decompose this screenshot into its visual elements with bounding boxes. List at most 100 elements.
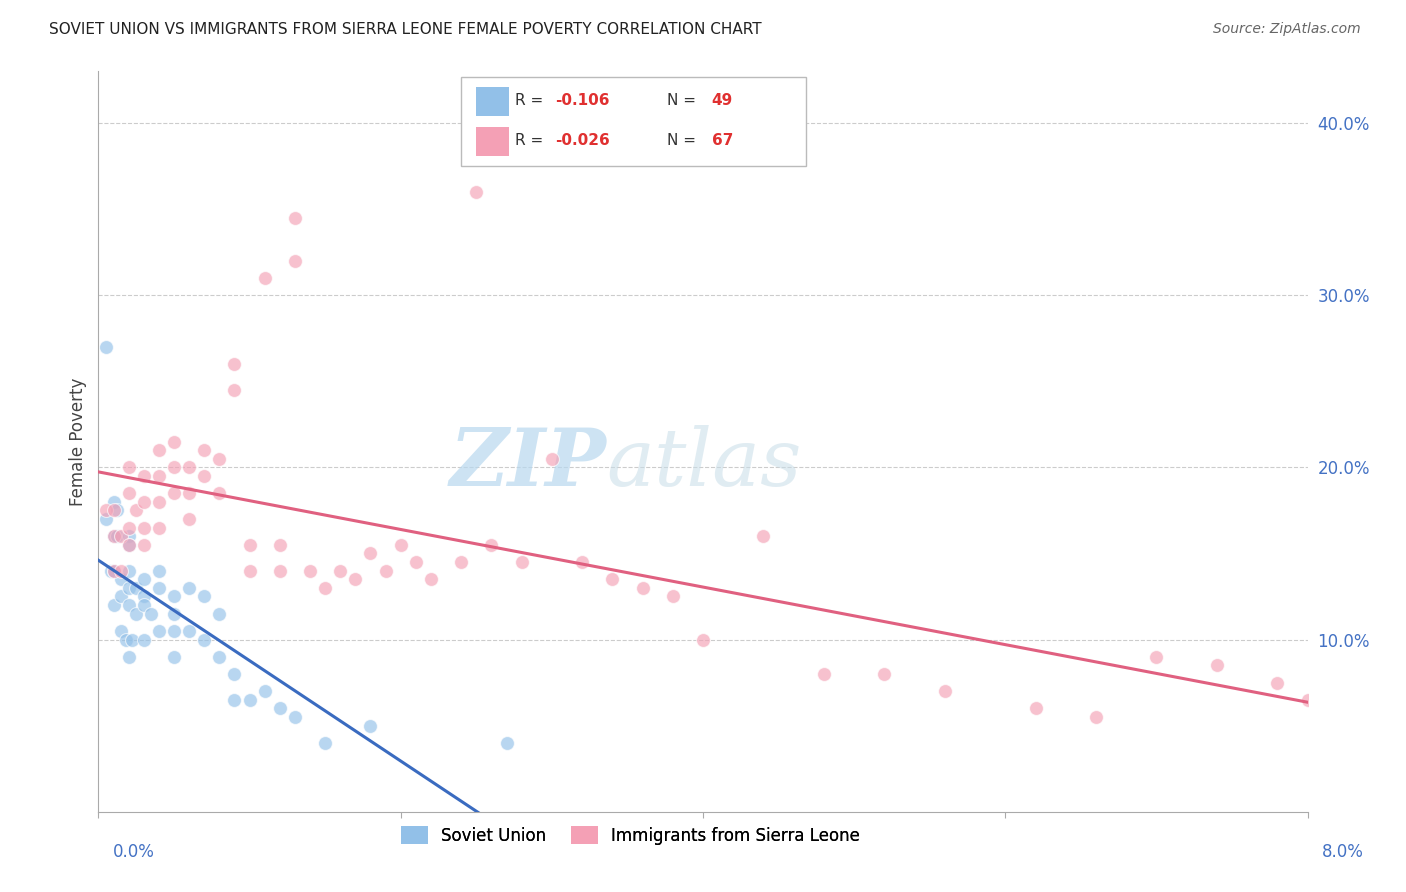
Point bbox=[631, 581, 654, 595]
Point bbox=[163, 486, 186, 500]
Point bbox=[299, 564, 322, 578]
Point bbox=[752, 529, 775, 543]
Point bbox=[132, 495, 155, 509]
Point bbox=[193, 632, 215, 647]
Point bbox=[103, 529, 125, 543]
Point bbox=[224, 693, 246, 707]
Point bbox=[148, 581, 170, 595]
Point bbox=[94, 512, 117, 526]
Point bbox=[132, 590, 155, 604]
Point bbox=[148, 469, 170, 483]
Point bbox=[118, 538, 141, 552]
Point bbox=[360, 546, 382, 560]
Point bbox=[132, 538, 155, 552]
Point bbox=[110, 529, 132, 543]
Point bbox=[602, 572, 624, 586]
Point bbox=[284, 253, 307, 268]
Point bbox=[208, 607, 231, 621]
Point bbox=[163, 460, 186, 475]
Point bbox=[118, 564, 141, 578]
Point bbox=[284, 211, 307, 225]
Point bbox=[344, 572, 367, 586]
Point bbox=[1296, 693, 1319, 707]
Point bbox=[103, 495, 125, 509]
Point bbox=[284, 710, 307, 724]
Point bbox=[1025, 701, 1047, 715]
Point bbox=[148, 495, 170, 509]
Point bbox=[94, 503, 117, 517]
Point bbox=[114, 632, 136, 647]
Point bbox=[163, 434, 186, 449]
Point bbox=[314, 581, 336, 595]
Legend: Soviet Union, Immigrants from Sierra Leone: Soviet Union, Immigrants from Sierra Leo… bbox=[394, 820, 866, 852]
Point bbox=[163, 590, 186, 604]
Point bbox=[1146, 649, 1168, 664]
Point bbox=[118, 529, 141, 543]
Point bbox=[481, 538, 503, 552]
Point bbox=[179, 624, 201, 638]
Point bbox=[813, 667, 835, 681]
Point bbox=[253, 684, 276, 698]
Point bbox=[253, 271, 276, 285]
Text: atlas: atlas bbox=[606, 425, 801, 502]
Point bbox=[269, 701, 291, 715]
Point bbox=[105, 529, 128, 543]
Point bbox=[193, 469, 215, 483]
Point bbox=[450, 555, 472, 569]
Point bbox=[193, 443, 215, 458]
Point bbox=[103, 564, 125, 578]
Point bbox=[132, 598, 155, 612]
Point bbox=[873, 667, 896, 681]
Point bbox=[360, 718, 382, 732]
Point bbox=[389, 538, 412, 552]
Point bbox=[1085, 710, 1108, 724]
Text: SOVIET UNION VS IMMIGRANTS FROM SIERRA LEONE FEMALE POVERTY CORRELATION CHART: SOVIET UNION VS IMMIGRANTS FROM SIERRA L… bbox=[49, 22, 762, 37]
Point bbox=[110, 572, 132, 586]
Point bbox=[132, 572, 155, 586]
Point bbox=[224, 667, 246, 681]
Point bbox=[269, 538, 291, 552]
Point bbox=[118, 460, 141, 475]
Point bbox=[121, 632, 143, 647]
Text: 0.0%: 0.0% bbox=[112, 843, 155, 861]
Text: ZIP: ZIP bbox=[450, 425, 606, 502]
Point bbox=[118, 581, 141, 595]
Point bbox=[125, 607, 148, 621]
Point bbox=[239, 564, 262, 578]
Point bbox=[661, 590, 683, 604]
Point bbox=[132, 469, 155, 483]
Y-axis label: Female Poverty: Female Poverty bbox=[69, 377, 87, 506]
Point bbox=[224, 383, 246, 397]
Point bbox=[179, 581, 201, 595]
Point bbox=[148, 521, 170, 535]
Text: Source: ZipAtlas.com: Source: ZipAtlas.com bbox=[1213, 22, 1361, 37]
Point bbox=[141, 607, 163, 621]
Point bbox=[329, 564, 352, 578]
Point bbox=[1206, 658, 1229, 673]
Point bbox=[163, 624, 186, 638]
Point bbox=[125, 581, 148, 595]
Point bbox=[103, 503, 125, 517]
Point bbox=[571, 555, 593, 569]
Point bbox=[420, 572, 443, 586]
Point bbox=[148, 564, 170, 578]
Point bbox=[208, 486, 231, 500]
Point bbox=[118, 649, 141, 664]
Point bbox=[105, 503, 128, 517]
Point bbox=[103, 598, 125, 612]
Point bbox=[163, 649, 186, 664]
Point bbox=[1267, 675, 1289, 690]
Point bbox=[118, 486, 141, 500]
Point bbox=[132, 521, 155, 535]
Point bbox=[239, 693, 262, 707]
Point bbox=[540, 451, 562, 466]
Point bbox=[118, 538, 141, 552]
Point bbox=[239, 538, 262, 552]
Point bbox=[118, 598, 141, 612]
Point bbox=[934, 684, 956, 698]
Point bbox=[179, 486, 201, 500]
Point bbox=[314, 736, 336, 750]
Point bbox=[110, 564, 132, 578]
Point bbox=[132, 632, 155, 647]
Point bbox=[692, 632, 714, 647]
